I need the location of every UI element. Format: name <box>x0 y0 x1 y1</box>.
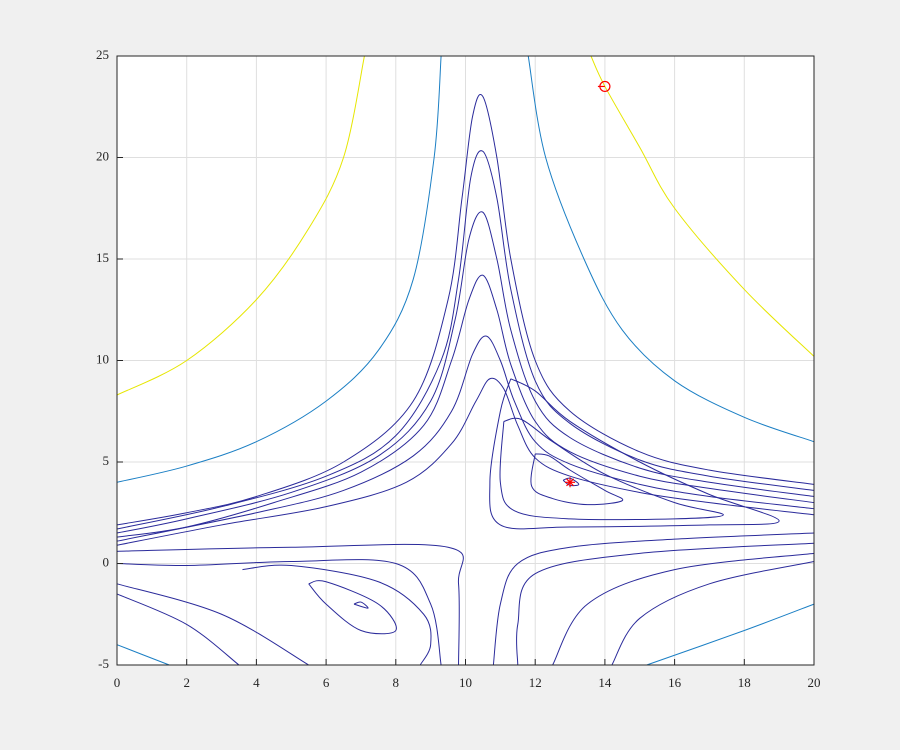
x-tick-label: 4 <box>253 675 260 690</box>
x-tick-label: 0 <box>114 675 121 690</box>
x-tick-label: 20 <box>808 675 821 690</box>
contour-line <box>515 542 815 666</box>
marker <box>565 477 576 488</box>
x-tick-label: 14 <box>598 675 612 690</box>
x-tick-label: 2 <box>183 675 190 690</box>
contour-line <box>116 55 442 483</box>
y-tick-label: 5 <box>103 453 110 468</box>
contour-line <box>527 55 815 443</box>
contour-line <box>116 593 240 666</box>
contour-line <box>530 453 624 506</box>
contour-line <box>116 559 442 666</box>
contour-line <box>116 583 309 666</box>
contour-line <box>116 543 464 666</box>
y-tick-label: -5 <box>98 656 109 671</box>
contour-line <box>353 601 369 609</box>
contour-line <box>489 378 780 530</box>
x-tick-label: 12 <box>529 675 542 690</box>
x-tick-label: 18 <box>738 675 751 690</box>
x-tick-label: 6 <box>323 675 330 690</box>
contour-line <box>116 335 815 542</box>
x-tick-label: 16 <box>668 675 682 690</box>
contour-line <box>116 150 815 530</box>
y-tick-label: 10 <box>96 351 109 366</box>
y-tick-label: 25 <box>96 47 109 62</box>
contour-line <box>646 603 815 666</box>
contour-line <box>116 55 365 396</box>
contour-line <box>499 417 724 521</box>
marker <box>597 80 611 93</box>
y-tick-label: 20 <box>96 148 109 163</box>
contour-line <box>492 532 815 666</box>
marker-star <box>566 478 575 487</box>
contour-line <box>242 564 432 666</box>
contour-line <box>116 94 815 526</box>
y-tick-label: 15 <box>96 250 109 265</box>
contour-line <box>116 211 815 534</box>
y-tick-label: 0 <box>103 554 110 569</box>
contour-line <box>611 560 815 666</box>
x-tick-label: 10 <box>459 675 472 690</box>
contour-line <box>116 644 170 666</box>
contour-line <box>552 552 815 666</box>
contour-line <box>308 580 397 635</box>
x-tick-label: 8 <box>393 675 400 690</box>
contour-line <box>116 274 815 538</box>
contour-line <box>116 377 815 546</box>
